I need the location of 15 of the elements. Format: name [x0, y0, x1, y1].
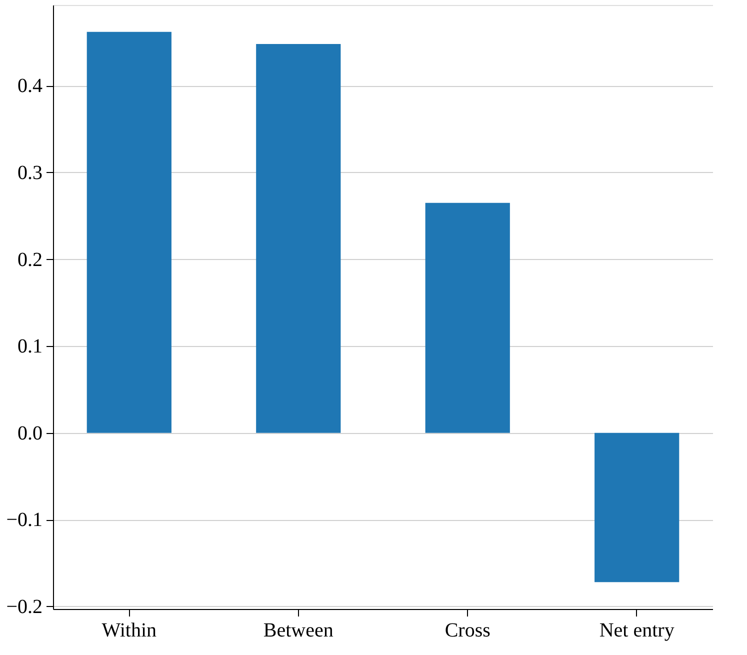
y-tick-label: 0.1: [18, 336, 42, 358]
x-tick-label: Within: [102, 620, 157, 642]
y-tick-label: 0.3: [18, 162, 42, 184]
y-tick-label: 0.4: [18, 75, 42, 98]
y-tick-label: 0.2: [18, 248, 42, 271]
bar: [86, 32, 172, 433]
bar: [425, 202, 510, 433]
y-tick-label: −0.1: [6, 509, 42, 532]
x-tick-label: Cross: [444, 620, 491, 642]
y-tick-label: −0.2: [6, 596, 42, 618]
bar: [256, 44, 341, 433]
y-tick-label: 0.0: [18, 422, 42, 444]
bar: [594, 432, 680, 582]
x-tick-label: Between: [263, 620, 334, 642]
x-tick-label: Net entry: [599, 620, 674, 642]
